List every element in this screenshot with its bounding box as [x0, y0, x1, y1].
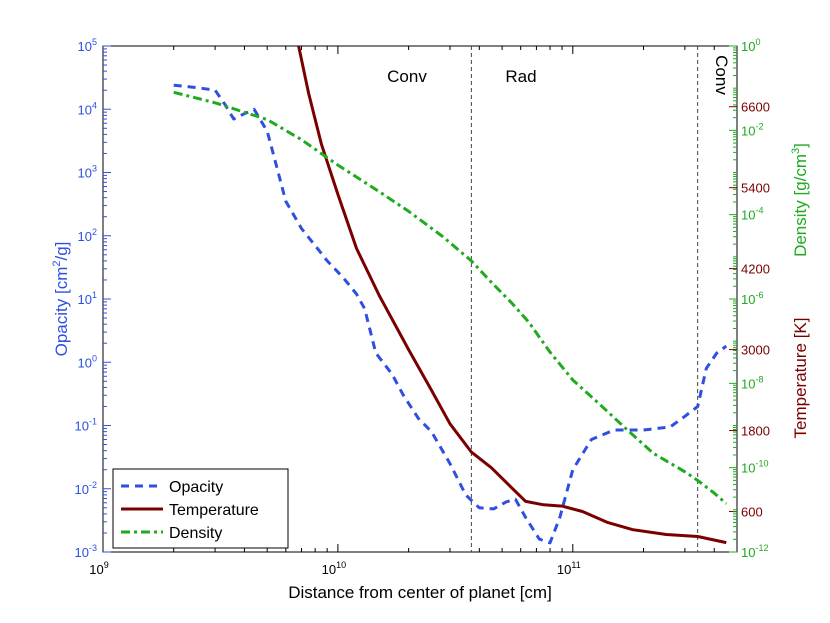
temperature-tick-label: 6600 [741, 100, 770, 115]
region-label-conv: Conv [387, 67, 427, 86]
left-tick-label: 102 [78, 227, 97, 244]
density-tick-label: 10-8 [741, 374, 763, 391]
left-axis-title: Opacity [cm2/g] [51, 242, 71, 357]
left-tick-label: 103 [78, 164, 97, 181]
temperature-axis-title: Temperature [K] [791, 318, 810, 439]
plot-frame [102, 45, 738, 553]
density-tick-label: 10-2 [741, 121, 763, 138]
left-tick-label: 101 [78, 290, 97, 307]
region-label-conv-outer: Conv [712, 55, 731, 95]
series-group [173, 46, 728, 545]
x-axis-title: Distance from center of planet [cm] [288, 583, 552, 602]
left-tick-label: 10-3 [75, 543, 97, 560]
left-tick-label: 105 [78, 37, 97, 54]
series-temperature-line [297, 46, 727, 545]
series-opacity-line [173, 83, 728, 545]
x-tick-label: 109 [89, 560, 108, 577]
density-tick-label: 10-10 [741, 459, 768, 476]
temperature-tick-label: 600 [741, 505, 763, 520]
temperature-tick-label: 3000 [741, 343, 770, 358]
temperature-tick-label: 5400 [741, 181, 770, 196]
density-tick-label: 100 [741, 37, 760, 54]
left-tick-label: 100 [78, 353, 97, 370]
density-tick-label: 10-4 [741, 206, 763, 223]
temperature-tick-label: 4200 [741, 262, 770, 277]
density-axis-title: Density [g/cm3] [790, 143, 810, 257]
left-tick-label: 104 [78, 100, 97, 117]
legend-label-density: Density [169, 525, 222, 542]
legend-label-opacity: Opacity [169, 479, 223, 496]
x-tick-label: 1010 [322, 560, 346, 577]
density-tick-label: 10-12 [741, 543, 768, 560]
density-tick-label: 10-6 [741, 290, 763, 307]
temperature-tick-label: 1800 [741, 424, 770, 439]
left-tick-label: 10-2 [75, 480, 97, 497]
legend-label-temperature: Temperature [169, 502, 259, 519]
left-tick-label: 10-1 [75, 417, 97, 434]
legend-box [112, 468, 289, 549]
region-label-rad: Rad [505, 67, 536, 86]
series-density-line [173, 90, 728, 505]
x-tick-label: 1011 [557, 560, 581, 577]
